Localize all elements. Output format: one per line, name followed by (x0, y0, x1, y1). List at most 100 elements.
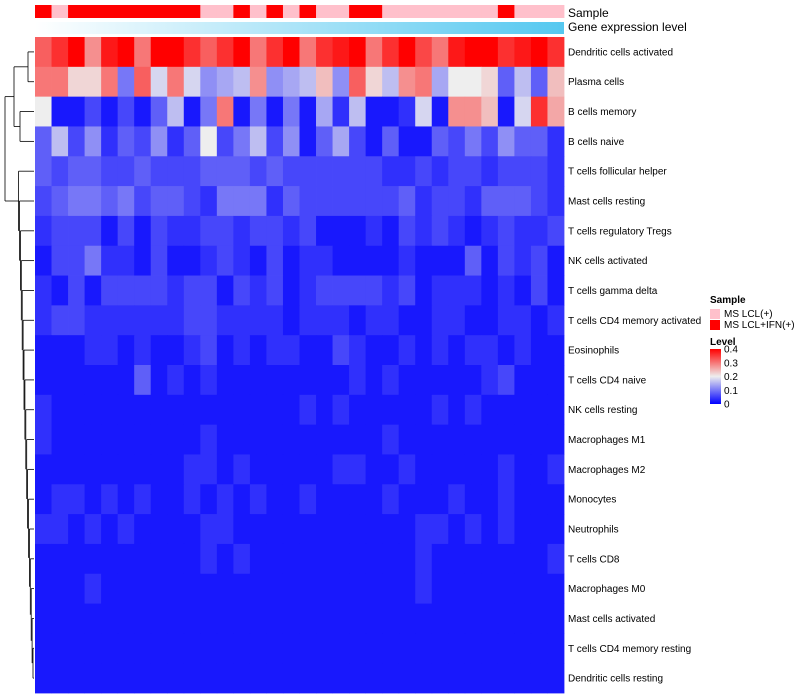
heatmap-cell (84, 454, 102, 485)
heatmap-cell (415, 603, 433, 634)
heatmap-cell (200, 365, 218, 396)
heatmap-cell (547, 424, 565, 455)
heatmap-cell (84, 156, 102, 187)
heatmap-cell (365, 156, 383, 187)
heatmap-cell (134, 603, 152, 634)
sample-annotation-cell (150, 5, 168, 18)
heatmap-cell (316, 156, 333, 187)
heatmap-cell (216, 186, 234, 217)
heatmap-cell (382, 514, 400, 545)
heatmap-cell (282, 156, 300, 187)
heatmap-cell (547, 37, 565, 68)
row-dendrogram (4, 51, 34, 679)
heatmap-cell (398, 484, 416, 515)
heatmap-cell (398, 663, 416, 694)
heatmap-cell (415, 633, 433, 664)
heatmap-cell (448, 514, 466, 545)
heatmap-cell (134, 543, 152, 575)
heatmap-cell (464, 156, 482, 187)
heatmap-cell (497, 335, 515, 366)
heatmap-cell (249, 275, 267, 306)
heatmap-cell (530, 126, 548, 157)
sample-annotation-cell (282, 5, 300, 18)
heatmap-cell (299, 305, 317, 336)
heatmap-cell (117, 484, 135, 515)
heatmap-cell (530, 573, 548, 604)
heatmap-cell (530, 454, 548, 485)
heatmap-cell (249, 543, 267, 575)
heatmap-cell (448, 633, 466, 664)
heatmap-cell (415, 275, 433, 306)
heatmap-cell (35, 573, 52, 604)
heatmap-cell (547, 454, 565, 485)
heatmap-cell (35, 126, 52, 157)
heatmap-cell (51, 484, 69, 515)
sample-annotation-cell (183, 5, 201, 18)
heatmap-cell (84, 663, 102, 694)
heatmap-cell (530, 305, 548, 336)
heatmap-cell (150, 424, 168, 455)
heatmap-cell (68, 215, 85, 247)
heatmap-cell (332, 663, 350, 694)
heatmap-cell (415, 126, 433, 157)
heatmap-cell (167, 543, 185, 575)
heatmap-cell (431, 663, 449, 694)
row-label: Macrophages M0 (568, 584, 646, 595)
heatmap-cell (167, 603, 185, 634)
heatmap-cell (101, 126, 119, 157)
heatmap-cell (233, 66, 251, 98)
heatmap-cell (117, 66, 135, 98)
heatmap-cell (481, 96, 499, 127)
heatmap-cell (68, 96, 85, 127)
heatmap-cell (415, 424, 433, 455)
heatmap-cell (349, 454, 367, 485)
heatmap-cell (167, 215, 185, 247)
heatmap-cell (167, 186, 185, 217)
heatmap-cell (233, 573, 251, 604)
heatmap-cell (497, 424, 515, 455)
heatmap-cell (530, 335, 548, 366)
legend: Sample MS LCL(+) MS LCL+IFN(+) Level 0 0.… (710, 295, 795, 411)
heatmap-cell (183, 66, 201, 98)
heatmap-cell (117, 37, 135, 68)
heatmap-cell (316, 275, 333, 306)
heatmap-cell (514, 335, 532, 366)
heatmap-cells (35, 37, 565, 694)
heatmap-cell (415, 335, 433, 366)
heatmap-cell (448, 573, 466, 604)
legend-level-title: Level (710, 337, 736, 348)
heatmap-cell (365, 37, 383, 68)
heatmap-cell (514, 633, 532, 664)
heatmap-cell (167, 514, 185, 545)
heatmap-cell (249, 394, 267, 426)
heatmap-cell (497, 275, 515, 306)
sample-annotation-cell (547, 5, 565, 18)
heatmap-cell (497, 156, 515, 187)
heatmap-cell (167, 335, 185, 366)
heatmap-cell (349, 126, 367, 157)
heatmap-cell (233, 514, 251, 545)
heatmap-cell (332, 186, 350, 217)
heatmap-cell (332, 37, 350, 68)
heatmap-cell (349, 663, 367, 694)
heatmap-cell (84, 186, 102, 217)
heatmap-cell (117, 126, 135, 157)
heatmap-cell (464, 275, 482, 306)
heatmap-cell (134, 454, 152, 485)
heatmap-cell (382, 66, 400, 98)
heatmap-cell (200, 454, 218, 485)
heatmap-cell (398, 365, 416, 396)
heatmap-cell (51, 454, 69, 485)
heatmap-cell (299, 394, 317, 426)
heatmap-cell (299, 335, 317, 366)
heatmap-cell (282, 66, 300, 98)
heatmap-cell (68, 365, 85, 396)
legend-level-tick: 0 (724, 400, 730, 411)
heatmap-cell (547, 96, 565, 127)
heatmap-cell (183, 37, 201, 68)
heatmap-cell (183, 424, 201, 455)
heatmap-cell (464, 633, 482, 664)
legend-sample-title: Sample (710, 295, 746, 306)
heatmap-cell (35, 186, 52, 217)
heatmap-cell (249, 484, 267, 515)
